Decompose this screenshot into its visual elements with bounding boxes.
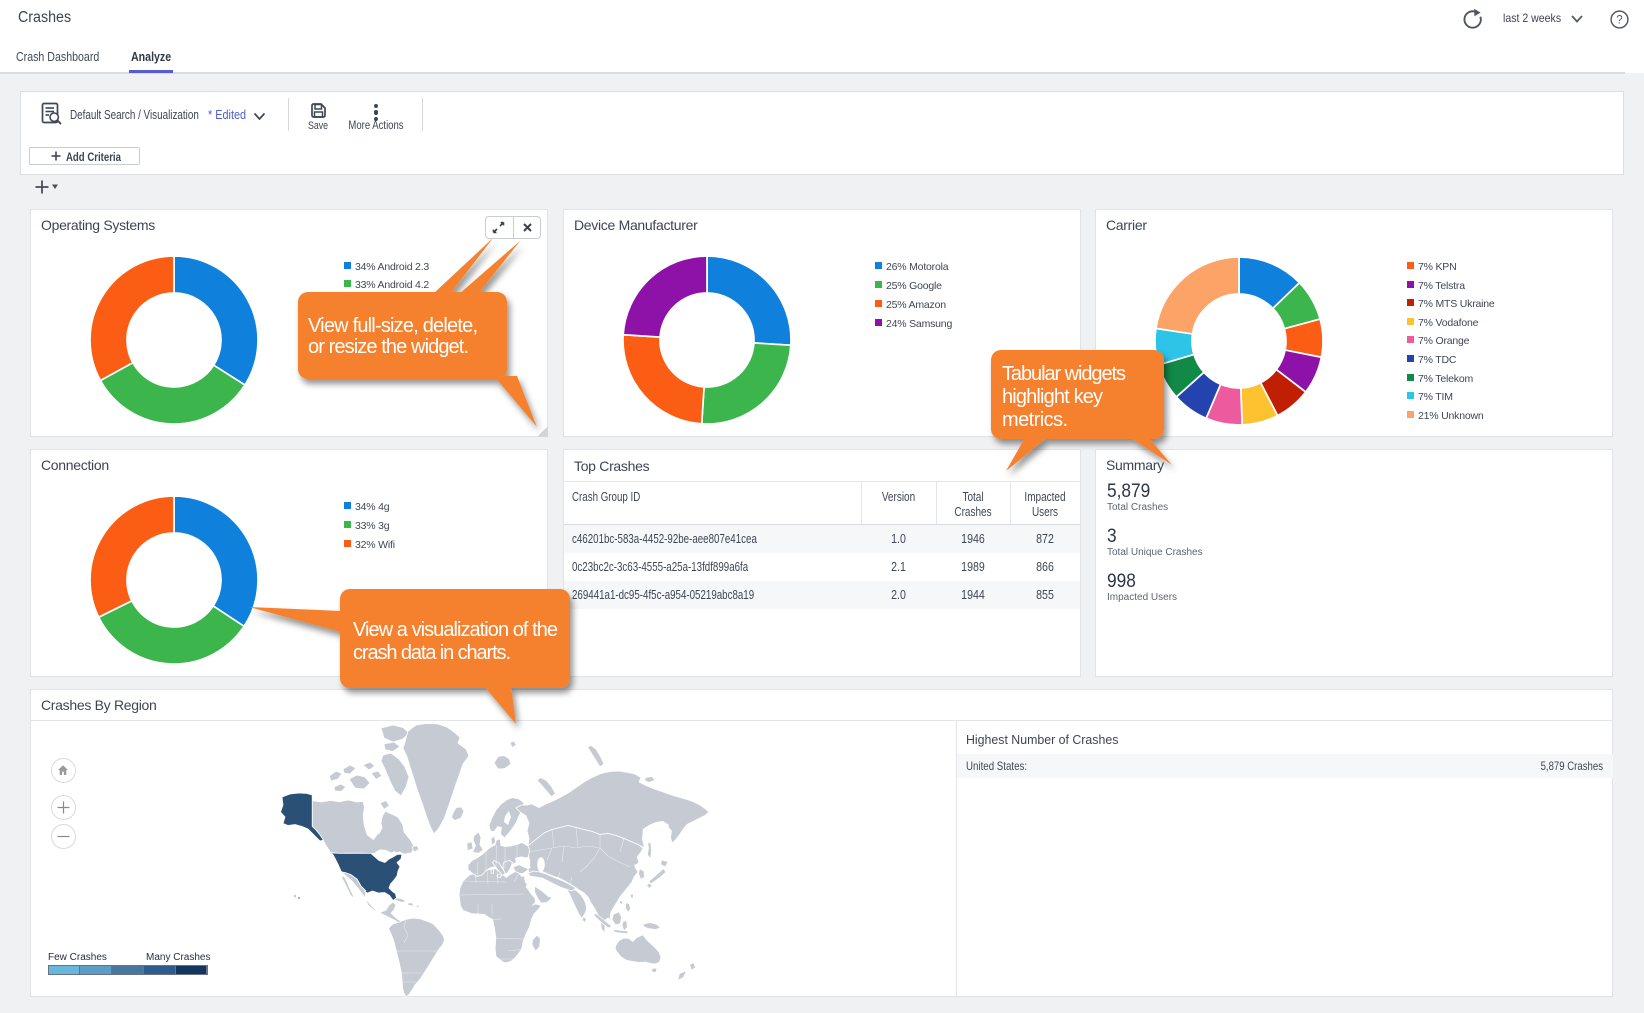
svg-text:?: ? [1616, 15, 1622, 27]
